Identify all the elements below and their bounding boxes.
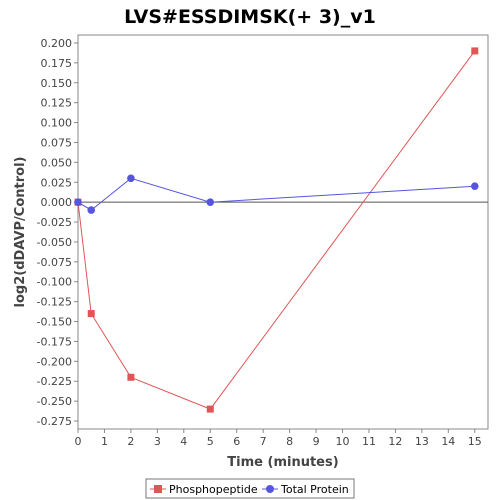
x-tick-label: 9: [313, 435, 320, 448]
x-axis-label: Time (minutes): [227, 455, 338, 470]
y-tick-label: -0.275: [37, 415, 72, 428]
x-tick-label: 5: [207, 435, 214, 448]
data-point-phosphopeptide: [127, 373, 135, 381]
y-tick-label: 0.000: [41, 196, 73, 209]
x-tick-label: 15: [468, 435, 482, 448]
y-tick-label: 0.125: [41, 97, 73, 110]
x-tick-label: 8: [286, 435, 293, 448]
legend-label-phosphopeptide: Phosphopeptide: [169, 483, 258, 496]
y-tick-label: 0.200: [41, 37, 73, 50]
x-tick-label: 6: [233, 435, 240, 448]
y-tick-label: -0.125: [37, 296, 72, 309]
x-tick-label: 13: [415, 435, 429, 448]
y-axis: 0.200 0.175 0.150 0.125 0.100 0.075 0.050 0.025…: [37, 37, 78, 428]
y-tick-label: 0.150: [41, 77, 73, 90]
data-point-phosphopeptide: [87, 310, 95, 318]
y-tick-label: -0.050: [37, 236, 72, 249]
x-axis: 0 1 2 3 4 5 6 7 8 9 10 11 12 13 14 15: [75, 429, 482, 448]
y-tick-label: -0.250: [37, 395, 72, 408]
chart-title: LVS#ESSDIMSK(+ 3)_v1: [124, 6, 376, 28]
data-point-total-protein: [206, 198, 215, 206]
y-tick-label: 0.100: [41, 117, 73, 130]
x-tick-label: 12: [388, 435, 402, 448]
data-point-phosphopeptide: [206, 405, 214, 413]
legend-marker-phosphopeptide: [154, 485, 162, 493]
y-tick-label: 0.025: [41, 176, 73, 189]
plot-area: [77, 34, 489, 430]
legend: Phosphopeptide Total Protein: [145, 478, 355, 499]
data-point-phosphopeptide: [471, 47, 479, 55]
y-tick-label: 0.175: [41, 57, 73, 70]
y-tick-label: 0.075: [41, 136, 73, 149]
y-tick-label: 0.050: [41, 156, 73, 169]
x-tick-label: 0: [75, 435, 82, 448]
x-tick-label: 14: [441, 435, 455, 448]
y-tick-label: -0.025: [37, 216, 72, 229]
y-axis-label: log2(dDAVP/Control): [13, 157, 28, 308]
x-tick-label: 11: [362, 435, 376, 448]
x-tick-label: 10: [336, 435, 350, 448]
legend-marker-total-protein: [266, 485, 274, 493]
legend-box: [145, 478, 355, 499]
y-tick-label: -0.150: [37, 316, 72, 329]
data-point-total-protein: [127, 174, 135, 183]
x-tick-label: 3: [154, 435, 161, 448]
x-tick-label: 1: [101, 435, 108, 448]
series-layer: [74, 47, 479, 413]
data-point-total-protein: [87, 206, 96, 214]
legend-label-total-protein: Total Protein: [280, 483, 349, 496]
y-tick-label: -0.225: [37, 375, 72, 388]
x-tick-label: 7: [260, 435, 267, 448]
y-tick-label: -0.175: [37, 335, 72, 348]
data-point-total-protein: [74, 198, 82, 206]
y-tick-label: -0.100: [37, 276, 72, 289]
y-tick-label: -0.075: [37, 256, 72, 269]
x-tick-label: 2: [127, 435, 134, 448]
y-tick-label: -0.200: [37, 355, 72, 368]
data-point-total-protein: [470, 182, 479, 191]
x-tick-label: 4: [180, 435, 187, 448]
